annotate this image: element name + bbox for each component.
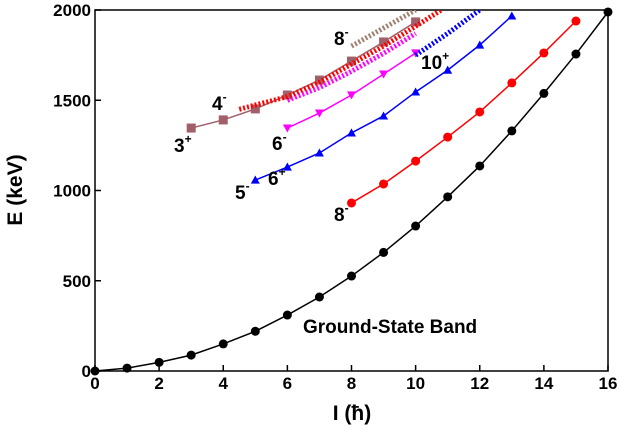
point [347,198,356,208]
annotation-sup: - [283,130,287,144]
point [475,161,485,171]
point [250,104,260,114]
point [379,70,389,79]
point [411,156,421,166]
annotation: 3+ [174,132,192,157]
point [539,48,549,58]
point [347,128,356,137]
annotation-text: 6 [272,134,283,155]
point [282,310,292,320]
x-tick-label: 4 [219,374,229,393]
point [379,179,389,189]
point [443,192,453,202]
annotation-text: 4 [212,94,223,115]
point [443,65,453,74]
x-axis-label: I (ħ) [333,402,371,425]
point [90,366,100,376]
annotation-text: 8 [334,205,345,226]
annotation-text: 3 [174,136,185,157]
annotation-text: Ground-State Band [303,317,477,338]
y-tick-label: 500 [63,272,91,291]
point [186,123,196,133]
annotation: 4- [212,90,227,115]
point [347,56,356,66]
point [347,271,356,281]
x-tick-label: 0 [90,374,99,393]
point [218,339,228,349]
point [411,221,421,231]
point [571,16,581,26]
model-line [414,10,482,58]
x-tick-label: 8 [347,374,356,393]
x-tick-label: 10 [406,374,425,393]
point [475,40,485,49]
point [507,78,517,88]
x-tick-label: 16 [599,374,618,393]
model-line [238,10,443,112]
point [411,17,421,27]
x-tick-label: 2 [154,374,163,393]
point [186,350,196,360]
annotation: 8- [334,201,349,226]
annotation-text: 10 [421,53,442,74]
band-line [351,20,577,204]
point [250,326,260,336]
y-axis-label: E (keV) [4,154,27,225]
annotation-sup: + [279,165,286,179]
point [314,148,324,157]
point [379,247,389,257]
annotation-sup: - [345,201,349,215]
annotation-text: 5 [235,183,246,204]
annotation: 6- [272,130,287,155]
point [314,292,324,302]
y-tick-label: 2000 [53,1,91,20]
y-tick-label: 0 [82,362,91,381]
point [379,37,389,47]
point [475,107,485,117]
annotation: Ground-State Band [303,317,477,338]
point [571,49,581,59]
y-tick-label: 1000 [53,182,91,201]
x-tick-label: 12 [470,374,489,393]
point [218,115,228,125]
point [603,7,613,17]
point [443,132,453,142]
point [347,91,356,100]
point [154,357,164,367]
x-tick-label: 6 [283,374,292,393]
point [282,162,292,171]
y-tick-label: 1500 [53,91,91,110]
annotation: 5- [235,179,250,204]
annotation: 6+ [268,165,286,190]
point [250,175,260,184]
annotation-text: 6 [268,169,279,190]
point [314,109,324,118]
annotation-sup: - [223,90,227,104]
model-line [350,10,417,49]
point [379,111,389,120]
annotation-sup: + [185,132,192,146]
point [411,87,421,96]
point [122,363,132,373]
x-tick-label: 14 [534,374,553,393]
point [539,88,549,98]
annotation: 8- [334,25,349,50]
point [282,124,292,133]
annotation-sup: - [345,25,349,39]
point [507,11,517,20]
annotation: 10+ [421,49,449,74]
annotation-sup: + [442,49,449,63]
annotation-text: 8 [334,29,345,50]
point [282,90,292,100]
point [507,126,517,136]
annotation-sup: - [246,179,250,193]
